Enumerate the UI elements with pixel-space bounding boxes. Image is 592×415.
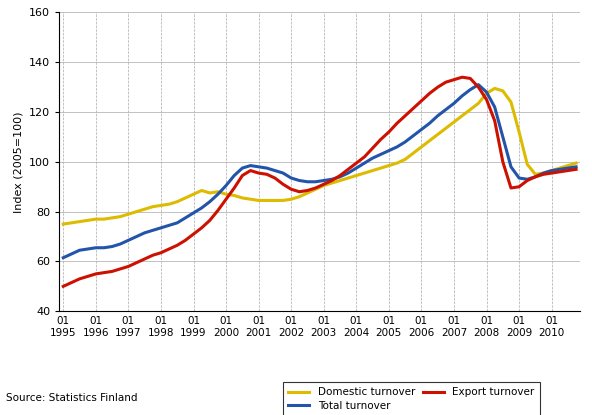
Domestic turnover [491,86,498,91]
Domestic turnover [271,198,278,203]
Total turnover [60,255,67,260]
Total turnover [125,238,132,243]
Total turnover [572,164,580,169]
Export turnover [345,167,352,172]
Export turnover [385,129,392,134]
Y-axis label: Index (2005=100): Index (2005=100) [14,111,24,212]
Export turnover [312,186,319,190]
Export turnover [125,264,132,269]
Export turnover [60,284,67,289]
Text: Source: Statistics Finland: Source: Statistics Finland [6,393,137,403]
Total turnover [345,171,352,176]
Line: Export turnover: Export turnover [63,77,576,286]
Domestic turnover [125,212,132,217]
Total turnover [271,168,278,173]
Line: Domestic turnover: Domestic turnover [63,88,576,224]
Total turnover [312,179,319,184]
Domestic turnover [572,161,580,166]
Legend: Domestic turnover, Total turnover, Export turnover: Domestic turnover, Total turnover, Expor… [283,382,540,415]
Domestic turnover [385,163,392,168]
Domestic turnover [312,187,319,192]
Export turnover [572,167,580,172]
Total turnover [385,148,392,153]
Domestic turnover [394,161,401,166]
Total turnover [394,144,401,149]
Line: Total turnover: Total turnover [63,85,576,258]
Total turnover [475,82,482,87]
Domestic turnover [60,222,67,227]
Export turnover [394,121,401,126]
Domestic turnover [345,176,352,181]
Export turnover [459,75,466,80]
Export turnover [271,176,278,181]
